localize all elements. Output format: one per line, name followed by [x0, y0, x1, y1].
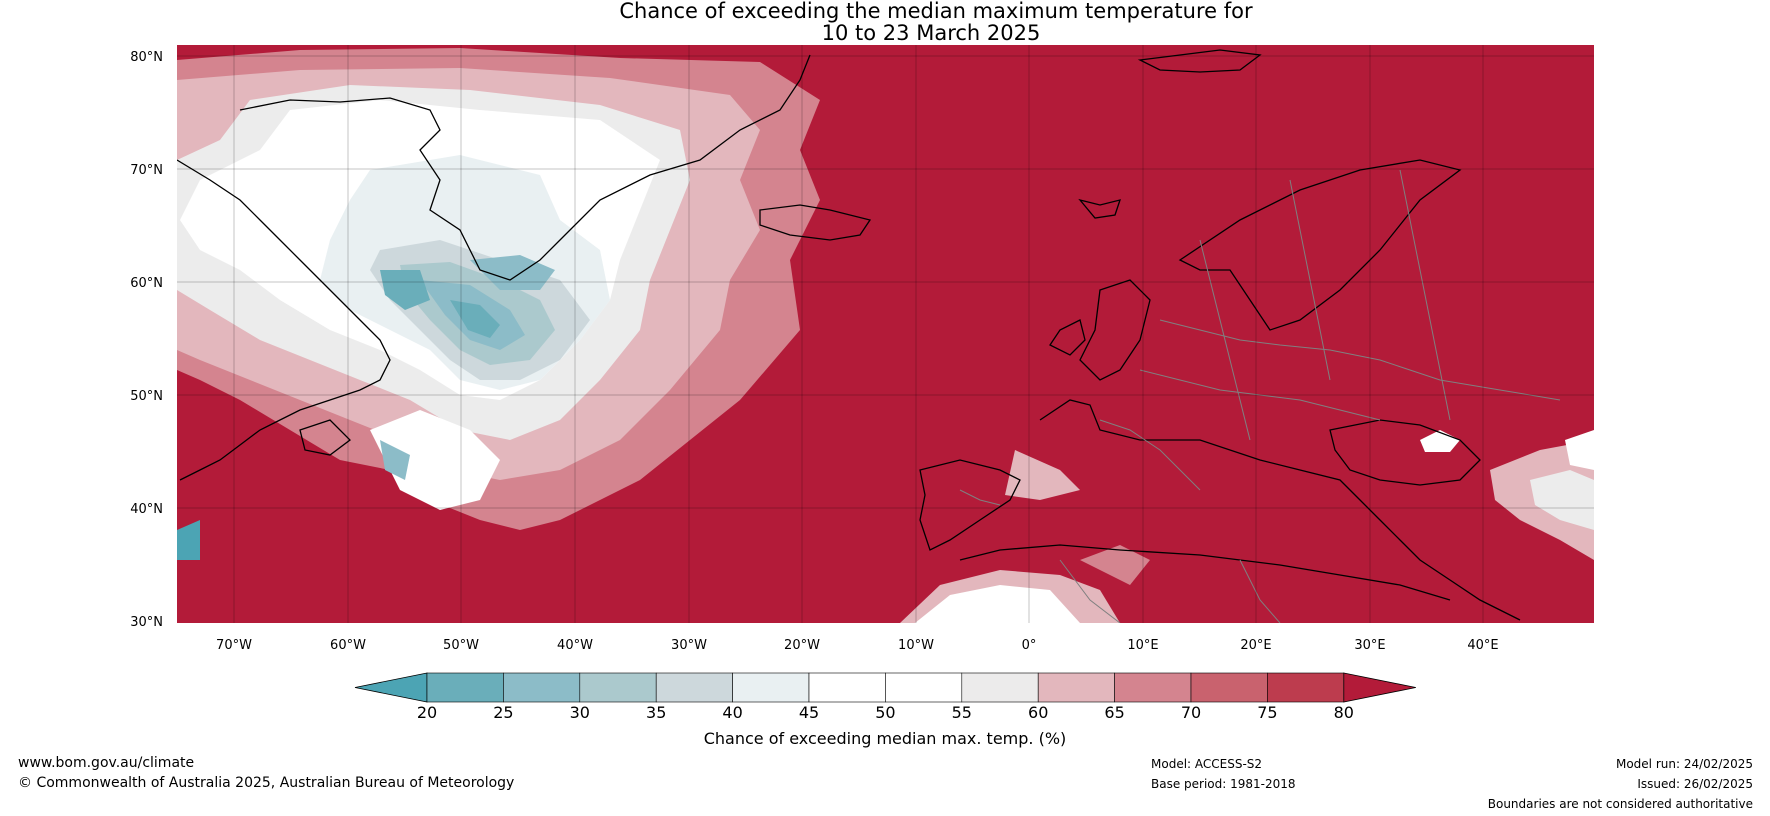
lon-label: 70°W — [216, 638, 252, 653]
colorbar-tick-label: 20 — [417, 703, 437, 722]
probability-field — [177, 48, 1594, 623]
colorbar-tick-label: 45 — [799, 703, 819, 722]
colorbar-tick-label: 30 — [570, 703, 590, 722]
colorbar-tick-label: 25 — [493, 703, 513, 722]
lon-label: 50°W — [443, 638, 479, 653]
lon-label: 60°W — [330, 638, 366, 653]
footer-copyright: © Commonwealth of Australia 2025, Austra… — [18, 775, 515, 791]
colorbar-extend-low — [354, 672, 428, 703]
map-panel — [177, 45, 1594, 623]
colorbar-tick-label: 50 — [875, 703, 895, 722]
lon-label: 20°E — [1240, 638, 1271, 653]
colorbar-segment — [503, 672, 581, 703]
colorbar-tick-label: 70 — [1181, 703, 1201, 722]
colorbar-label: Chance of exceeding median max. temp. (%… — [704, 729, 1067, 748]
colorbar-segment — [732, 672, 810, 703]
country-borders — [959, 169, 1561, 623]
colorbar-tick-label: 40 — [722, 703, 742, 722]
colorbar-segment — [1114, 672, 1192, 703]
lat-label: 30°N — [130, 615, 163, 630]
lon-label: 0° — [1022, 638, 1037, 653]
lon-label: 10°W — [898, 638, 934, 653]
colorbar-segment — [579, 672, 657, 703]
colorbar — [354, 672, 1416, 703]
lat-label: 40°N — [130, 502, 163, 517]
colorbar-tick-labels: 20 25 30 35 40 45 50 55 60 65 70 75 80 — [417, 703, 1354, 722]
map-title-line2: 10 to 23 March 2025 — [821, 21, 1041, 45]
footer-model-run: Model run: 24/02/2025 — [1615, 757, 1753, 771]
longitude-labels: 70°W 60°W 50°W 40°W 30°W 20°W 10°W 0° 10… — [216, 638, 1499, 653]
colorbar-tick-label: 55 — [952, 703, 972, 722]
map-title-line1: Chance of exceeding the median maximum t… — [619, 0, 1253, 23]
colorbar-segment — [885, 672, 963, 703]
lat-label: 70°N — [130, 163, 163, 178]
colorbar-tick-label: 35 — [646, 703, 666, 722]
colorbar-segment — [961, 672, 1039, 703]
colorbar-segment — [1037, 672, 1115, 703]
lon-label: 30°E — [1354, 638, 1385, 653]
footer-disclaimer: Boundaries are not considered authoritat… — [1487, 797, 1753, 811]
colorbar-segment — [1190, 672, 1268, 703]
colorbar-tick-label: 65 — [1104, 703, 1124, 722]
footer-base-period: Base period: 1981-2018 — [1151, 777, 1296, 791]
lat-label: 60°N — [130, 276, 163, 291]
latitude-labels: 80°N 70°N 60°N 50°N 40°N 30°N — [130, 50, 163, 630]
lat-label: 50°N — [130, 389, 163, 404]
footer-website: www.bom.gov.au/climate — [18, 755, 195, 771]
colorbar-tick-label: 80 — [1334, 703, 1354, 722]
colorbar-segment — [426, 672, 504, 703]
colorbar-tick-label: 75 — [1257, 703, 1277, 722]
colorbar-segment — [655, 672, 733, 703]
colorbar-segment — [1267, 672, 1345, 703]
lon-label: 40°E — [1467, 638, 1498, 653]
lon-label: 10°E — [1127, 638, 1158, 653]
colorbar-extend-high — [1343, 672, 1416, 703]
colorbar-tick-label: 60 — [1028, 703, 1048, 722]
lon-label: 20°W — [784, 638, 820, 653]
graticule — [177, 45, 1594, 623]
colorbar-segment — [808, 672, 886, 703]
lon-label: 40°W — [557, 638, 593, 653]
lon-label: 30°W — [671, 638, 707, 653]
coastlines — [177, 49, 1521, 621]
footer-issued: Issued: 26/02/2025 — [1637, 777, 1753, 791]
lat-label: 80°N — [130, 50, 163, 65]
footer-model: Model: ACCESS-S2 — [1151, 757, 1263, 771]
